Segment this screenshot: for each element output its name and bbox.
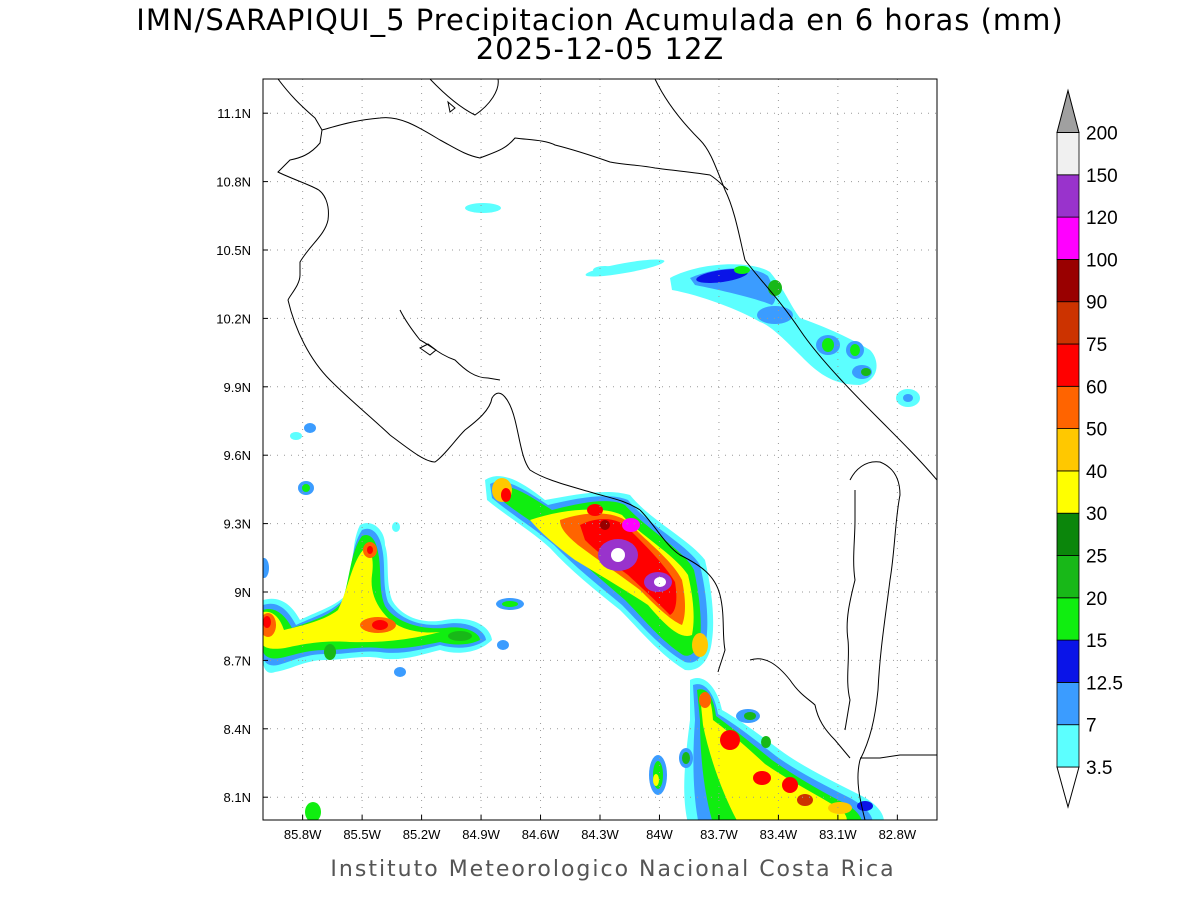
lat-tick-label: 8.1N [224,790,251,805]
map-frame [262,78,938,821]
lat-tick-label: 10.5N [216,243,251,258]
lat-tick-label: 8.7N [224,653,251,668]
colorbar-level-label: 25 [1086,547,1107,568]
lon-tick-label: 85.8W [284,827,322,842]
map-subtitle-datetime: 2025-12-05 12Z [476,32,725,66]
colorbar-level-label: 100 [1086,250,1118,271]
colorbar-swatch [1056,301,1080,345]
colorbar-level-label: 50 [1086,420,1107,441]
colorbar-swatch [1056,597,1080,641]
colorbar-swatch [1056,343,1080,387]
lat-tick-label: 9.6N [224,448,251,463]
lat-tick-label: 9.9N [224,380,251,395]
map-title: IMN/SARAPIQUI_5 Precipitacion Acumulada … [136,3,1063,37]
colorbar-swatch [1056,682,1080,726]
lat-tick-label: 11.1N [217,106,251,121]
precip-band-north-caribbean [465,203,920,407]
lon-tick-label: 83.4W [760,827,798,842]
colorbar-swatch [1056,724,1080,768]
panama-border [844,490,856,731]
coastlines [277,79,937,820]
colorbar-under-arrow [1056,766,1080,809]
precip-band-central [485,476,714,671]
lon-tick-label: 85.2W [403,827,441,842]
caribbean-coastline [654,79,937,481]
colorbar-level-label: 200 [1086,124,1118,145]
colorbar-level-label: 150 [1086,166,1118,187]
lon-tick-label: 82.8W [879,827,917,842]
lon-tick-label: 84W [646,827,673,842]
colorbar-over-arrow [1056,88,1080,133]
lat-tick-label: 9.3N [224,517,251,532]
nicoya-gulf [399,309,501,381]
colorbar-level-label: 90 [1086,293,1107,314]
colorbar-level-label: 7 [1086,716,1097,737]
precip-band-west [263,423,524,677]
colorbar-swatch [1056,385,1080,429]
lon-tick-label: 85.5W [343,827,381,842]
pacific-coastline-nicoya [287,299,641,511]
colorbar-level-label: 12.5 [1086,673,1123,694]
costa-rica-pacific-coast [639,509,726,673]
colorbar-level-label: 120 [1086,208,1118,229]
lat-tick-label: 8.4N [224,722,251,737]
lon-tick-label: 83.1W [819,827,857,842]
colorbar-swatch [1056,174,1080,218]
colorbar-swatch [1056,216,1080,260]
lon-tick-label: 84.3W [581,827,619,842]
colorbar-level-label: 15 [1086,631,1107,652]
longitude-tick-labels: 85.8W 85.5W 85.2W 84.9W 84.6W 84.3W 84W 83.7W 83… [284,827,917,842]
lon-tick-label: 84.6W [522,827,560,842]
map-plot-area [262,78,938,821]
colorbar-swatch [1056,470,1080,514]
colorbar-level-label: 20 [1086,589,1107,610]
map-background [263,79,937,820]
colorbar-swatch [1056,258,1080,303]
colorbar-level-label: 60 [1086,377,1107,398]
footer-credit: Instituto Meteorologico Nacional Costa R… [330,857,895,882]
nicaragua-coastline [277,79,329,301]
colorbar-swatch [1056,512,1080,556]
colorbar-level-label: 75 [1086,335,1107,356]
colorbar-level-label: 3.5 [1086,758,1112,779]
colorbar-swatch [1056,132,1080,176]
colorbar-level-label: 30 [1086,504,1107,525]
gulf-island [419,343,437,356]
lon-tick-label: 83.7W [700,827,738,842]
nicaragua-lake-shore [429,79,499,116]
colorbar-swatch [1056,428,1080,472]
lat-tick-label: 10.8N [216,175,251,190]
osa-peninsula [749,658,851,759]
colorbar-level-label: 40 [1086,462,1107,483]
precip-fields [263,203,920,820]
latitude-tick-labels: 8.1N 8.4N 8.7N 9N 9.3N 9.6N 9.9N 10.2N 10.5N 10.8… [216,106,251,805]
lon-tick-label: 84.9W [462,827,500,842]
graticule-grid [263,79,937,820]
precip-band-south [305,678,884,820]
colorbar-legend: 3.5 7 12.5 15 20 25 30 40 50 60 75 90 100 120 150 200 [1056,88,1123,809]
southern-coast [860,754,937,759]
panama-coast [849,461,901,820]
colorbar-swatch [1056,639,1080,683]
nicaragua-costa-rica-border [321,117,729,191]
colorbar-swatch [1056,555,1080,599]
small-island [447,100,456,113]
lat-tick-label: 9N [234,585,251,600]
lat-tick-label: 10.2N [216,311,251,326]
